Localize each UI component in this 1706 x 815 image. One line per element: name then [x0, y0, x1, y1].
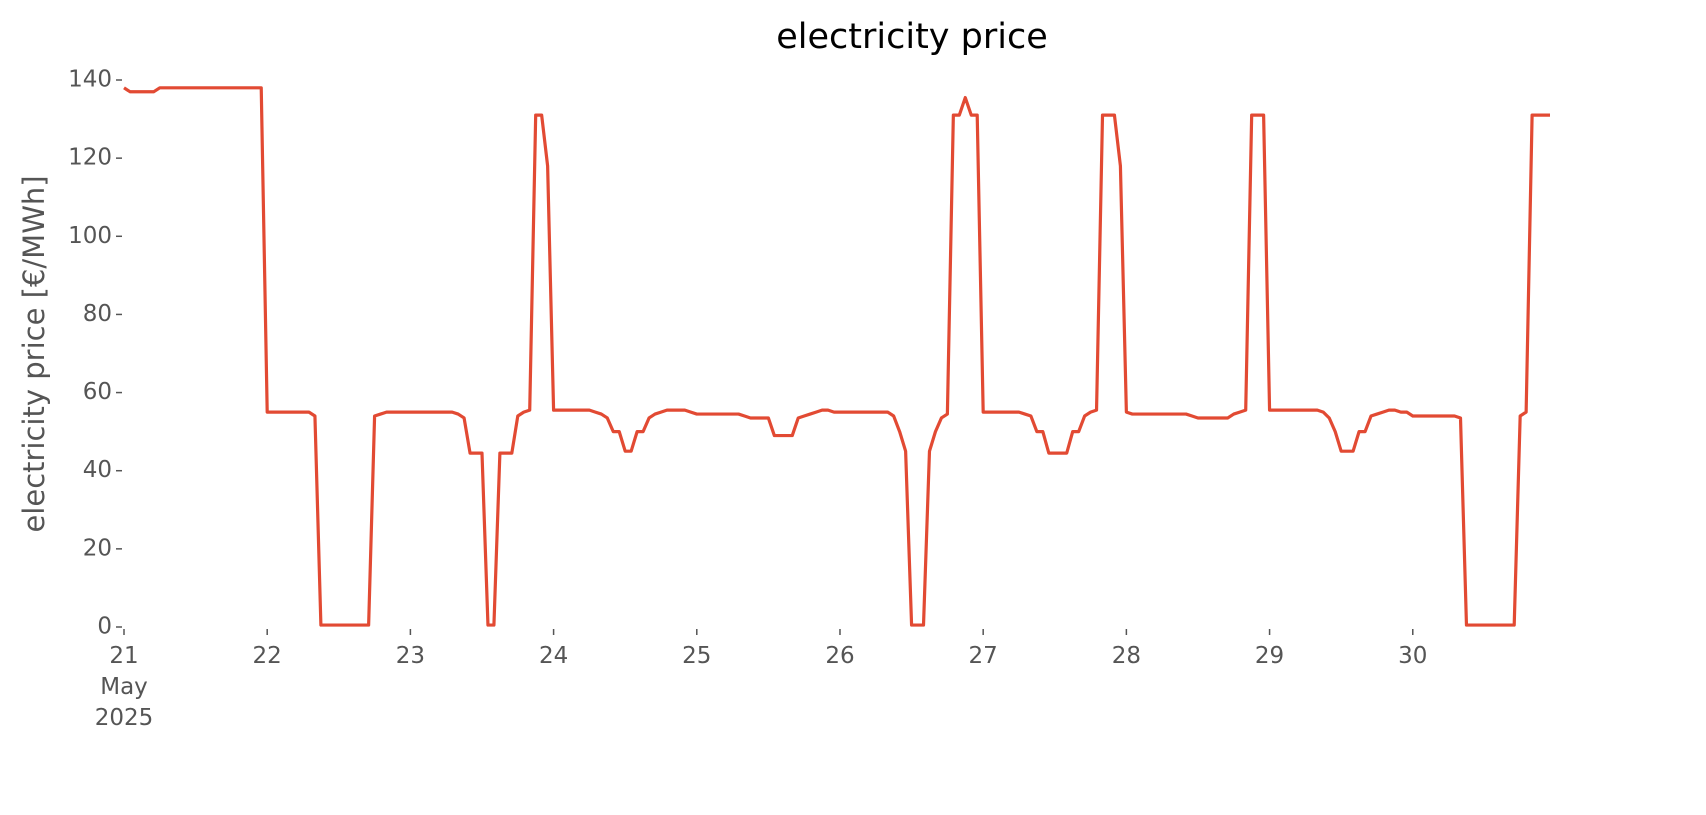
y-tick-label: 40 — [83, 457, 112, 483]
y-axis-label: electricity price [€/MWh] — [17, 175, 51, 532]
x-tick-label: 22 — [253, 643, 282, 669]
y-tick-label: 60 — [83, 379, 112, 405]
x-tick-label: 25 — [682, 643, 711, 669]
x-tick-label: 23 — [396, 643, 425, 669]
x-tick-label: 29 — [1255, 643, 1284, 669]
x-tick-label: 27 — [969, 643, 998, 669]
y-tick-label: 100 — [68, 223, 112, 249]
price-line — [123, 86, 1550, 627]
y-tick-label: 140 — [68, 67, 112, 93]
y-tick-label: 80 — [83, 301, 112, 327]
x-tick-label: 21 May 2025 — [95, 643, 154, 731]
x-tick-label: 30 — [1398, 643, 1427, 669]
y-tick-label: 120 — [68, 145, 112, 171]
x-tick-label: 26 — [825, 643, 854, 669]
x-tick-label: 24 — [539, 643, 568, 669]
y-tick-label: 20 — [83, 535, 112, 561]
chart-title: electricity price — [776, 17, 1048, 57]
x-tick-label: 28 — [1112, 643, 1141, 669]
y-tick-label: 0 — [97, 614, 112, 640]
